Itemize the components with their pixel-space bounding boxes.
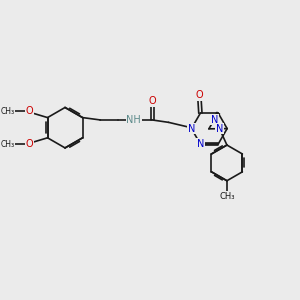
Text: O: O (196, 90, 203, 100)
Text: O: O (148, 96, 156, 106)
Text: O: O (25, 106, 33, 116)
Text: N: N (216, 124, 223, 134)
Text: N: N (197, 139, 204, 149)
Text: NH: NH (126, 115, 141, 125)
Text: CH₃: CH₃ (0, 106, 14, 116)
Text: O: O (25, 139, 33, 149)
Text: N: N (211, 115, 218, 125)
Text: N: N (188, 124, 195, 134)
Text: CH₃: CH₃ (0, 140, 14, 149)
Text: CH₃: CH₃ (219, 192, 235, 201)
